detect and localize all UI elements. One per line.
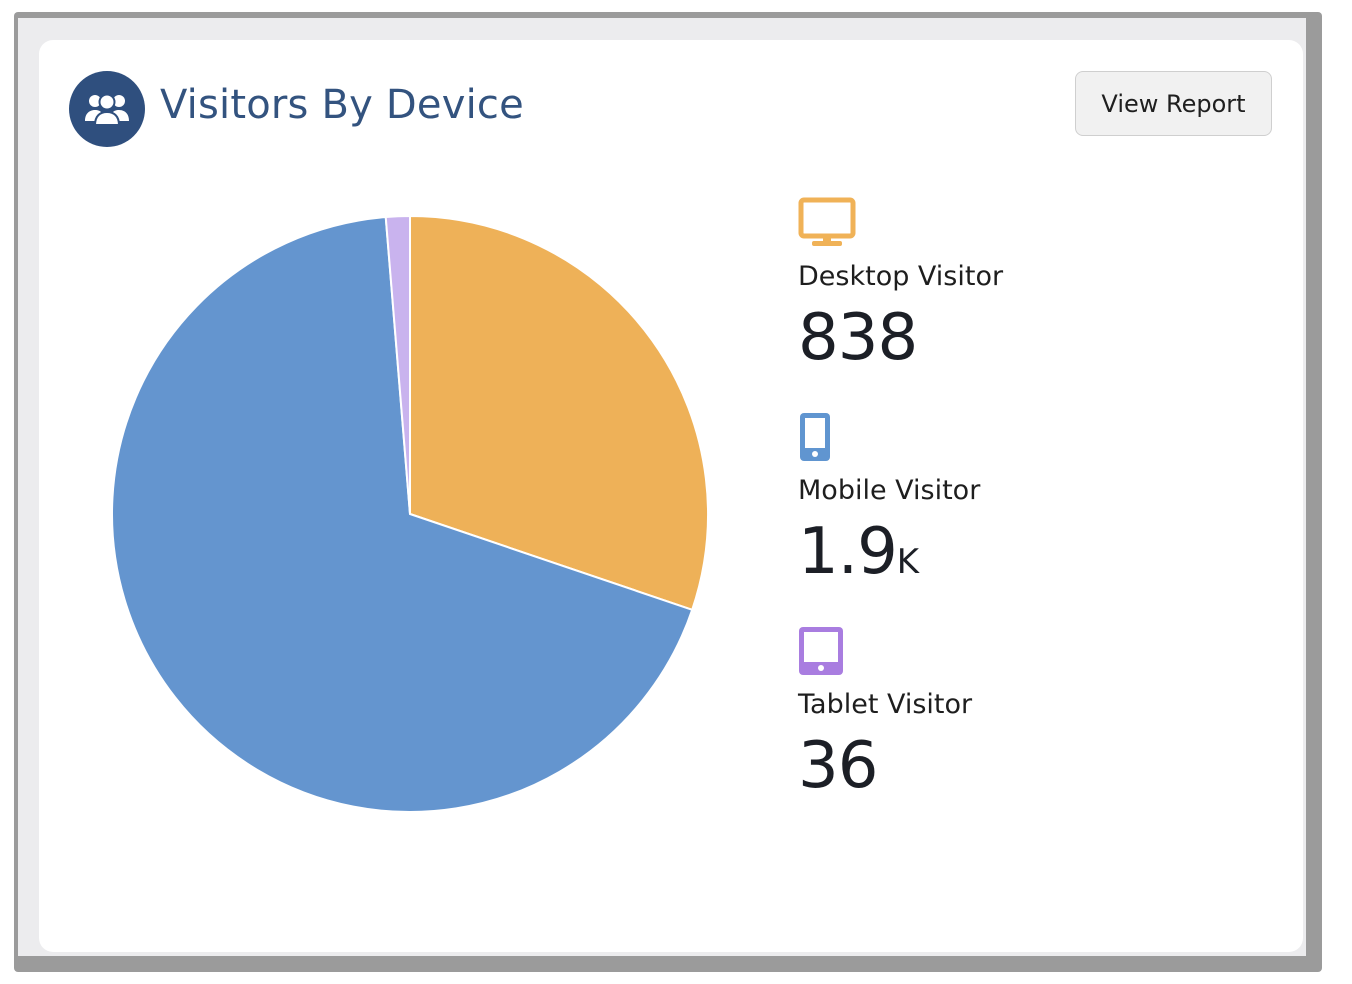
view-report-button[interactable]: View Report: [1075, 71, 1272, 136]
visitors-card: [39, 40, 1303, 952]
card-title: Visitors By Device: [160, 82, 524, 128]
mobile-value: 1.9K: [798, 515, 919, 589]
mobile-icon: [798, 411, 832, 467]
desktop-value-number: 838: [798, 301, 918, 375]
tablet-value-number: 36: [798, 729, 878, 803]
desktop-icon: [798, 197, 856, 253]
mobile-value-number: 1.9: [798, 515, 898, 589]
tablet-value: 36: [798, 729, 878, 803]
mobile-value-unit: K: [896, 542, 920, 582]
desktop-value: 838: [798, 301, 918, 375]
desktop-label: Desktop Visitor: [798, 261, 1004, 292]
tablet-label: Tablet Visitor: [798, 689, 973, 720]
users-group-icon: [69, 71, 145, 147]
mobile-label: Mobile Visitor: [798, 475, 981, 506]
tablet-icon: [798, 625, 844, 681]
